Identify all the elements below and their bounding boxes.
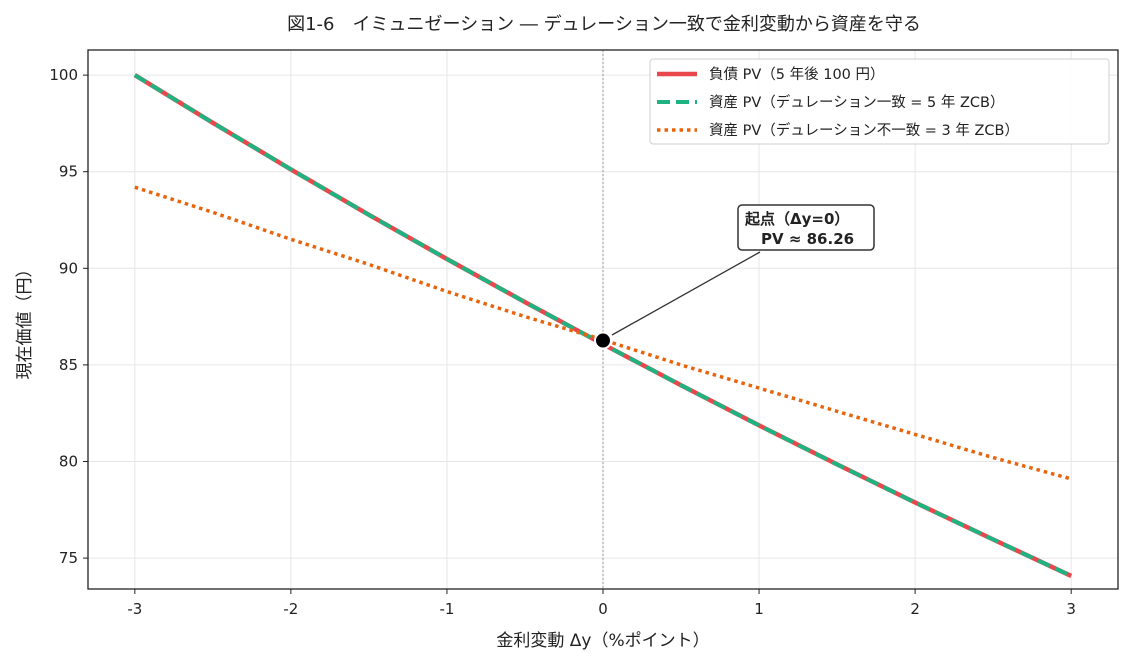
start-point-annotation: 起点（Δy=0） PV ≈ 86.26 — [611, 204, 875, 336]
x-tick-label: 3 — [1066, 600, 1076, 618]
y-axis-label: 現在価値（円） — [15, 261, 35, 380]
x-tick-label: -2 — [283, 600, 298, 618]
x-axis: -3 -2 -1 0 1 2 3 — [127, 589, 1076, 618]
annotation-line1: 起点（Δy=0） — [744, 210, 849, 228]
legend-label-3: 資産 PV（デュレーション不一致 = 3 年 ZCB） — [709, 121, 1019, 139]
x-tick-label: 2 — [910, 600, 920, 618]
x-tick-label: -1 — [439, 600, 454, 618]
y-tick-label: 85 — [59, 356, 78, 374]
series-line-3 — [134, 185, 1072, 481]
legend: 負債 PV（5 年後 100 円） 資産 PV（デュレーション一致 = 5 年 Z… — [649, 58, 1110, 145]
y-tick-label: 80 — [59, 452, 78, 470]
y-tick-label: 75 — [59, 549, 78, 567]
chart-title: 図1-6 イミュニゼーション ― デュレーション一致で金利変動から資産を守る — [287, 14, 921, 35]
annotation-line2: PV ≈ 86.26 — [761, 230, 854, 248]
legend-label-1: 負債 PV（5 年後 100 円） — [709, 66, 885, 83]
x-tick-label: 1 — [754, 600, 764, 618]
x-tick-label: -3 — [127, 600, 142, 618]
legend-label-2: 資産 PV（デュレーション一致 = 5 年 ZCB） — [709, 93, 1005, 111]
annotation-arrow — [611, 251, 761, 336]
y-axis: 75 80 85 90 95 100 — [49, 66, 88, 567]
x-axis-label: 金利変動 Δy（%ポイント） — [496, 631, 709, 651]
legend-box — [649, 58, 1110, 145]
y-tick-label: 100 — [49, 66, 78, 84]
y-tick-label: 95 — [59, 163, 78, 181]
annotation-box — [737, 204, 875, 251]
start-point-marker — [594, 331, 612, 350]
y-tick-label: 90 — [59, 259, 78, 277]
x-tick-label: 0 — [598, 600, 608, 618]
